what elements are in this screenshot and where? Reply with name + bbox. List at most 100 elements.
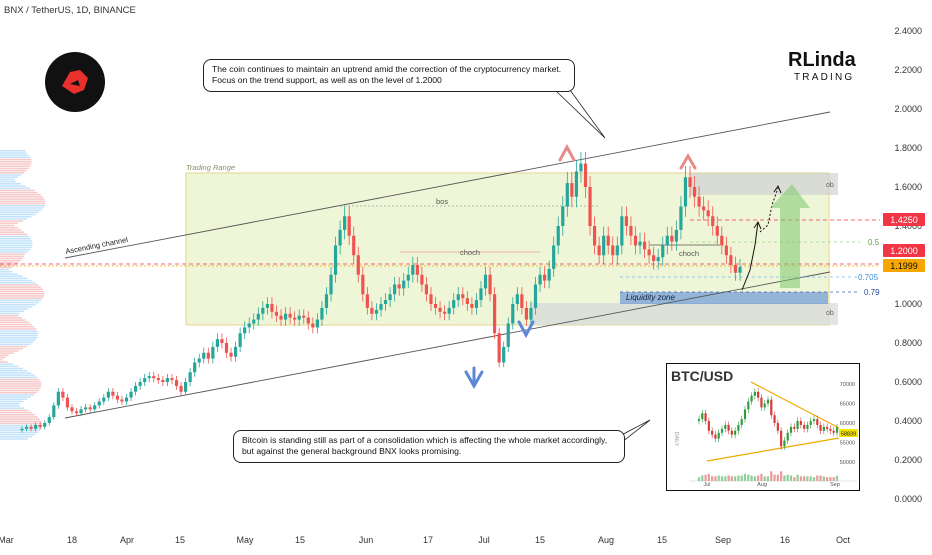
volume-profile-bar xyxy=(0,383,42,385)
volume-profile-bar xyxy=(0,312,20,315)
candle-body xyxy=(161,380,165,382)
volume-profile-bar xyxy=(0,194,41,196)
candle-body xyxy=(229,352,233,357)
top-callout-line-1: The coin continues to maintain an uptren… xyxy=(212,64,562,74)
candle-body xyxy=(574,171,579,197)
btc-volume-bar xyxy=(809,476,812,481)
btc-candle-body xyxy=(750,395,753,402)
candle-body xyxy=(315,319,319,328)
candle-body xyxy=(120,399,124,402)
volume-profile-bar xyxy=(0,438,29,440)
volume-profile-bar xyxy=(0,251,28,253)
candle-body xyxy=(115,395,120,400)
candle-body xyxy=(270,304,274,312)
candle-body xyxy=(302,315,306,318)
btc-volume-bar xyxy=(753,476,756,481)
volume-profile-bar xyxy=(0,374,35,376)
price-tag-current: 1.1999 xyxy=(890,261,918,271)
candle-body xyxy=(474,300,479,308)
time-tick-label: 15 xyxy=(175,535,185,545)
volume-profile-bar xyxy=(0,244,33,247)
candle-body xyxy=(720,235,724,246)
btc-volume-bar xyxy=(832,477,835,481)
btc-candle-body xyxy=(809,421,812,425)
volume-profile-bar xyxy=(0,233,27,236)
candle-body xyxy=(524,307,529,320)
btc-inset-panel[interactable]: BTC/USD DAILY 70000 65000 60000 55000 50000 J… xyxy=(666,363,860,491)
volume-profile-bar xyxy=(0,370,28,372)
choch-label-2: choch xyxy=(679,249,699,258)
time-tick-label: 16 xyxy=(780,535,790,545)
time-tick-label: 18 xyxy=(67,535,77,545)
candle-body xyxy=(424,284,429,295)
candle-body xyxy=(65,397,70,408)
candle-body xyxy=(138,382,142,386)
top-callout-tail xyxy=(554,89,606,139)
channel-upper-line xyxy=(64,111,831,259)
volume-profile-bar xyxy=(0,297,43,299)
volume-profile-bar xyxy=(0,178,15,181)
candle-body xyxy=(588,187,592,226)
candle-body xyxy=(79,409,83,414)
btc-volume-bar xyxy=(766,476,770,481)
volume-profile-bar xyxy=(0,264,16,266)
price-tag-1200-bg xyxy=(883,244,925,257)
candle-body xyxy=(374,309,379,314)
candle-body xyxy=(306,317,310,324)
fib-079-label: 0.79 xyxy=(864,288,880,297)
candle-body xyxy=(343,216,347,230)
btc-candle-body xyxy=(786,432,789,441)
price-tick-label: 0.4000 xyxy=(894,416,922,426)
candle-body xyxy=(352,235,356,256)
candle-body xyxy=(247,323,251,328)
btc-candle-body xyxy=(796,421,799,429)
volume-profile-bar xyxy=(0,409,29,412)
time-tick-label: 15 xyxy=(295,535,305,545)
btc-candle-body xyxy=(737,424,740,431)
volume-profile-bar xyxy=(0,211,39,214)
volume-profile-bar xyxy=(0,405,21,407)
projection-path-solid xyxy=(741,221,759,291)
volume-profile-bar xyxy=(0,242,33,244)
price-tag-1425: 1.4250 xyxy=(890,215,918,225)
time-tick-label: 17 xyxy=(423,535,433,545)
volume-profile-bar xyxy=(0,425,43,427)
order-block-top-label: ob xyxy=(826,182,834,189)
volume-profile-bar xyxy=(0,271,13,273)
volume-profile-bar xyxy=(0,416,38,418)
candle-body xyxy=(679,206,683,230)
candle-body xyxy=(397,284,401,289)
candle-body xyxy=(602,235,606,256)
candle-body xyxy=(56,391,60,406)
time-axis[interactable]: Mar 18 Apr 15 May 15 Jun 17 Jul 15 Aug 15 Sep 16 Oct xyxy=(0,535,850,545)
btc-candle-body xyxy=(717,432,720,439)
candle-body xyxy=(288,313,292,318)
order-block-bottom xyxy=(530,303,838,325)
candle-body xyxy=(406,274,410,281)
candle-body xyxy=(356,255,360,275)
volume-profile-bar xyxy=(0,365,19,368)
candle-body xyxy=(124,397,129,402)
btc-volume-bar xyxy=(704,474,707,481)
volume-profile-bar xyxy=(0,231,25,233)
time-tick-label: 15 xyxy=(657,535,667,545)
candle-body xyxy=(652,255,656,262)
candle-body xyxy=(629,226,633,236)
bull-icon-notch xyxy=(70,80,80,86)
bos-label: bos xyxy=(436,197,448,206)
choch-label-1: choch xyxy=(460,248,480,257)
btc-volume-bar xyxy=(763,476,766,481)
volume-profile-bar xyxy=(0,187,31,189)
volume-profile-bar xyxy=(0,282,36,284)
btc-candle-body xyxy=(757,391,760,398)
candle-body xyxy=(202,352,206,359)
volume-profile-bar xyxy=(0,398,28,401)
volume-profile-bar xyxy=(0,176,19,178)
btc-volume-bar xyxy=(789,475,793,481)
btc-candle-body xyxy=(812,419,816,422)
btc-volume-bar xyxy=(711,476,714,481)
candle-body xyxy=(611,245,615,256)
btc-volume-bar xyxy=(743,473,747,481)
volume-profile-bar xyxy=(0,295,45,297)
